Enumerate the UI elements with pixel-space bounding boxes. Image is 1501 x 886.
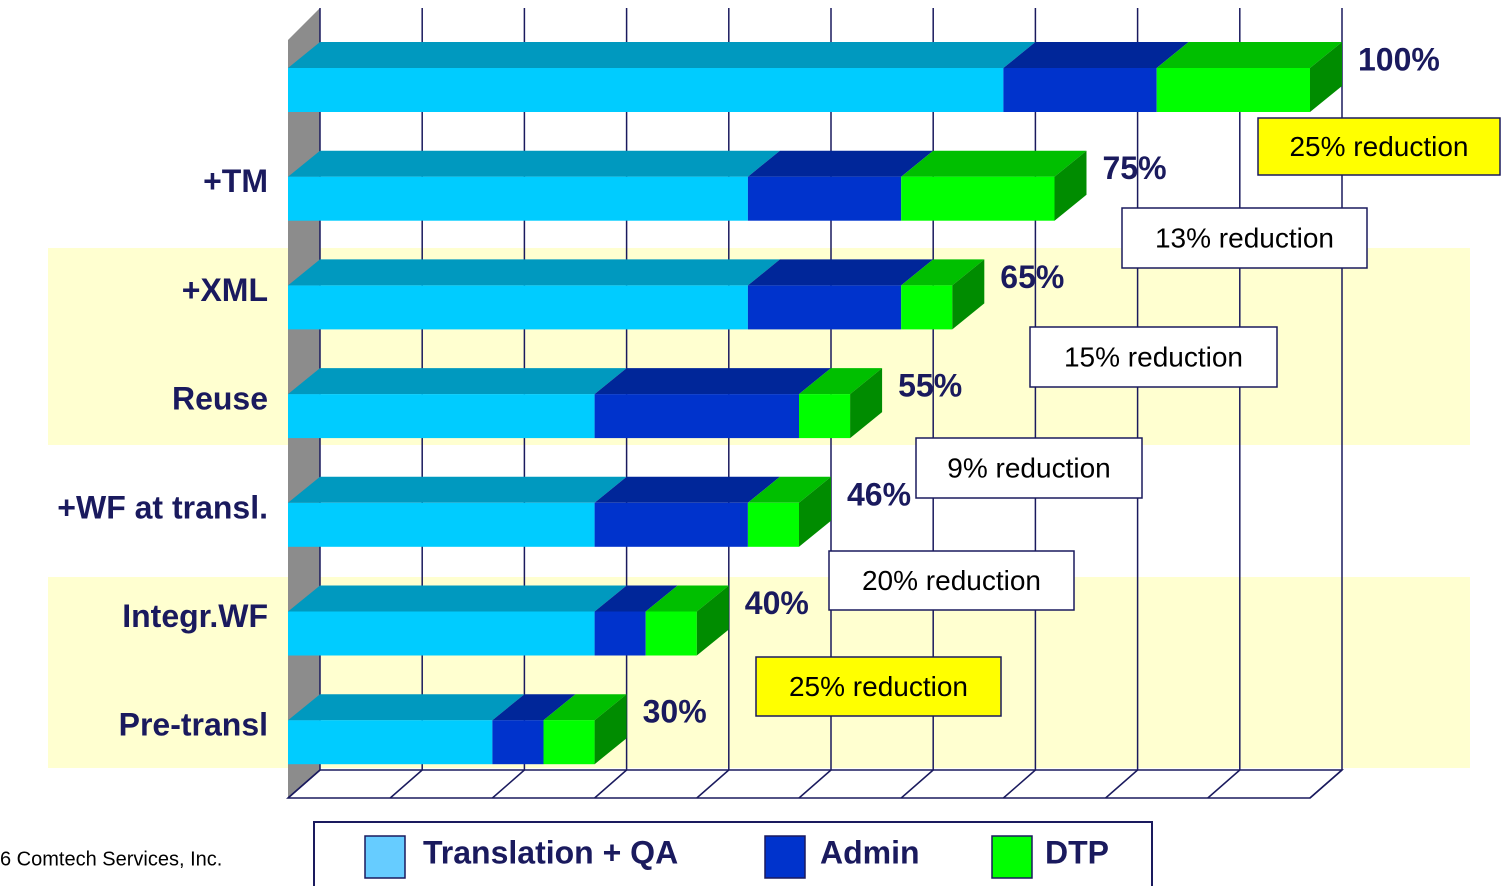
reduction-box: [1029, 326, 1278, 388]
bar-side: [594, 694, 627, 765]
reduction-box: [828, 550, 1075, 611]
total-label: 75%: [1103, 150, 1167, 186]
reduction-box: [1257, 117, 1501, 176]
bar-top: [288, 585, 627, 612]
reduction-label: 25% reduction: [1289, 131, 1468, 162]
bar: [901, 176, 1055, 221]
bar-side: [1054, 150, 1087, 221]
bar-top: [594, 585, 678, 612]
bar-top: [594, 476, 780, 503]
tick-mark: [1002, 769, 1036, 799]
bar: [645, 611, 697, 656]
category-label: +WF at transl.: [57, 489, 268, 525]
category-label: Pre-transl: [119, 707, 268, 743]
bar-top: [1003, 42, 1189, 68]
reduction-label: 15% reduction: [1064, 341, 1243, 372]
bar: [1003, 68, 1157, 112]
bar-top: [747, 476, 831, 503]
bar: [799, 394, 851, 439]
bar-top: [492, 694, 576, 721]
reduction-box: [1121, 207, 1368, 269]
bar: [747, 285, 902, 330]
category-label: Integr.WF: [122, 598, 268, 634]
bar-top: [288, 259, 780, 286]
tick-mark: [798, 769, 832, 799]
bar: [288, 502, 595, 547]
bar-top: [747, 259, 934, 286]
reduction-box: [915, 437, 1143, 499]
bar: [288, 394, 595, 439]
bar-top: [288, 476, 627, 503]
tick-mark: [900, 769, 934, 799]
footer: 6 Comtech Services, Inc.: [0, 848, 222, 870]
bar-top: [543, 694, 627, 721]
bar-side: [850, 368, 883, 439]
total-label: 55%: [898, 368, 962, 404]
bar: [594, 394, 799, 439]
tick-mark: [491, 769, 525, 799]
total-label: 100%: [1358, 41, 1440, 77]
reduction-label: 25% reduction: [789, 671, 968, 702]
bar: [288, 720, 493, 765]
legend-label: Translation + QA: [423, 834, 678, 870]
tick-mark: [287, 769, 321, 799]
total-label: 30%: [643, 694, 707, 730]
bar-side: [952, 259, 985, 330]
total-label: 40%: [745, 585, 809, 621]
bar-side: [799, 476, 831, 547]
tick-mark: [1105, 769, 1139, 799]
bar: [492, 720, 544, 765]
bar-side: [1310, 42, 1342, 112]
bar: [288, 68, 1004, 112]
category-label: +TM: [203, 163, 268, 199]
reduction-label: 13% reduction: [1155, 222, 1334, 253]
legend-swatch: [764, 835, 806, 879]
legend-swatch: [991, 835, 1033, 879]
category-label: +XML: [182, 272, 268, 308]
bar-top: [901, 259, 985, 286]
bar: [543, 720, 595, 765]
legend-label: Admin: [820, 834, 920, 870]
reduction-box: [755, 656, 1002, 717]
bar-top: [288, 150, 780, 177]
bar-top: [1156, 42, 1342, 68]
bar: [288, 285, 748, 330]
bar: [747, 176, 902, 221]
tick-mark: [1309, 769, 1343, 799]
category-label: Reuse: [172, 381, 268, 417]
bar-top: [288, 42, 1036, 68]
legend-label: DTP: [1045, 834, 1109, 870]
bar: [901, 285, 953, 330]
tick-mark: [1207, 769, 1241, 799]
bar: [288, 176, 748, 221]
bar-top: [799, 368, 883, 395]
bar-top: [594, 368, 831, 395]
bar: [747, 502, 799, 547]
total-label: 65%: [1000, 259, 1064, 295]
bar: [1156, 68, 1310, 112]
bar-top: [901, 150, 1087, 177]
bar: [288, 611, 595, 656]
legend-swatch: [364, 835, 406, 879]
bar: [594, 502, 748, 547]
tick-mark: [696, 769, 730, 799]
bar-top: [747, 150, 934, 177]
reduction-label: 9% reduction: [947, 452, 1110, 483]
bar-top: [288, 694, 525, 721]
bar-top: [645, 585, 729, 612]
bar-side: [696, 585, 729, 656]
bar-top: [288, 368, 627, 395]
reduction-label: 20% reduction: [862, 565, 1041, 596]
bar: [594, 611, 646, 656]
total-label: 46%: [847, 476, 911, 512]
tick-mark: [594, 769, 628, 799]
tick-mark: [389, 769, 423, 799]
